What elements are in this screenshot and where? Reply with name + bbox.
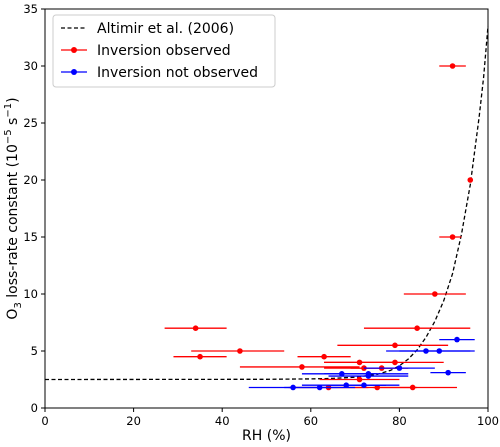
y-tick-label: 5 <box>31 344 38 358</box>
data-point-not-observed <box>365 373 372 379</box>
y-tick-label: 10 <box>23 287 38 301</box>
data-point-observed <box>467 177 474 183</box>
data-point-observed <box>197 353 203 360</box>
legend-box <box>52 14 276 88</box>
y-tick-label: 30 <box>23 59 38 73</box>
y-label-close: ) <box>5 97 21 102</box>
data-point-observed <box>356 376 363 383</box>
x-tick-label: 100 <box>477 414 499 428</box>
axis-ticks: 0 20 40 60 80 100 0 5 10 15 20 25 30 35 <box>23 2 499 428</box>
legend-not-observed-label: Inversion not observed <box>97 65 258 81</box>
y-label-rest: loss-rate constant (10 <box>5 144 21 302</box>
data-point-not-observed <box>454 336 460 343</box>
data-point-not-observed <box>436 348 443 354</box>
y-tick-label: 35 <box>23 2 38 16</box>
y-tick-label: 15 <box>23 230 38 244</box>
data-point-not-observed <box>316 384 323 391</box>
y-label-sub: 3 <box>13 302 24 308</box>
x-tick-label: 40 <box>215 414 230 428</box>
fit-curve-line <box>44 26 489 381</box>
data-point-observed <box>432 291 438 297</box>
data-point-observed <box>449 234 456 240</box>
fit-curve-layer <box>44 26 489 381</box>
data-point-observed <box>449 63 456 69</box>
y-label-sup2: −1 <box>3 103 14 118</box>
legend: Altimir et al. (2006) Inversion observed… <box>52 14 276 88</box>
data-point-not-observed <box>396 365 403 371</box>
data-point-not-observed <box>445 369 451 376</box>
legend-fit-label: Altimir et al. (2006) <box>97 21 234 37</box>
y-tick-label: 25 <box>23 116 38 130</box>
y-label-sup: −5 <box>3 129 14 144</box>
data-point-observed <box>299 364 305 370</box>
x-tick-label: 60 <box>303 414 318 428</box>
data-point-observed <box>321 353 327 360</box>
x-axis-label: RH (%) <box>242 428 291 444</box>
plot-frame <box>44 8 489 409</box>
data-point-observed <box>192 325 199 332</box>
data-point-observed <box>409 384 416 391</box>
y-label-o: O <box>5 309 21 320</box>
legend-observed-label: Inversion observed <box>97 43 231 59</box>
data-point-observed <box>414 325 420 332</box>
data-point-observed <box>392 359 398 366</box>
data-point-observed <box>392 342 398 349</box>
x-tick-label: 20 <box>126 414 141 428</box>
data-points-layer <box>164 63 475 391</box>
data-point-observed <box>237 348 243 354</box>
y-axis-label: O3 loss-rate constant (10−5 s−1) <box>3 97 24 319</box>
x-tick-label: 0 <box>41 414 48 428</box>
x-tick-label: 80 <box>392 414 407 428</box>
data-point-not-observed <box>361 382 367 389</box>
y-tick-label: 20 <box>23 173 38 187</box>
y-tick-label: 0 <box>31 401 38 415</box>
legend-observed-swatch-marker <box>71 47 77 53</box>
legend-not-observed-swatch-marker <box>71 69 77 75</box>
y-label-unit: s <box>5 118 21 130</box>
